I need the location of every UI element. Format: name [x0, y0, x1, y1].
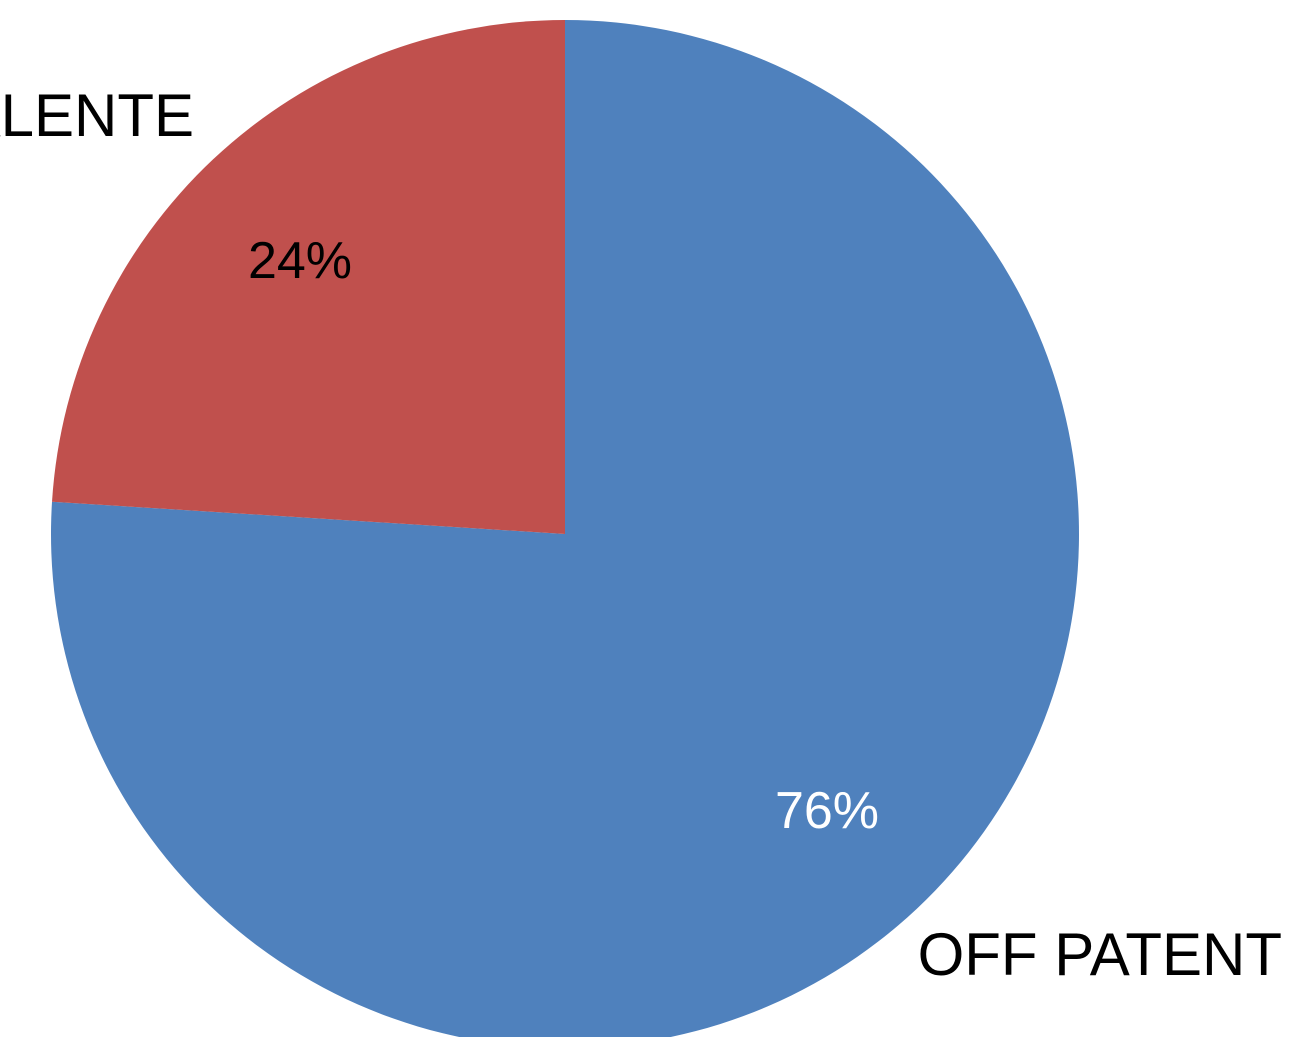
- slice-value-label-off-patent: 76%: [775, 782, 879, 840]
- slice-category-label-off-patent: OFF PATENT: [918, 921, 1282, 988]
- pie-slice-equivalente: [52, 20, 565, 534]
- slice-category-label-equivalente: EQUIVALENTE: [0, 82, 194, 149]
- pie-slice-off-patent: [51, 20, 1079, 1037]
- slice-value-label-equivalente: 24%: [248, 232, 352, 290]
- pie-slices: [51, 20, 1079, 1037]
